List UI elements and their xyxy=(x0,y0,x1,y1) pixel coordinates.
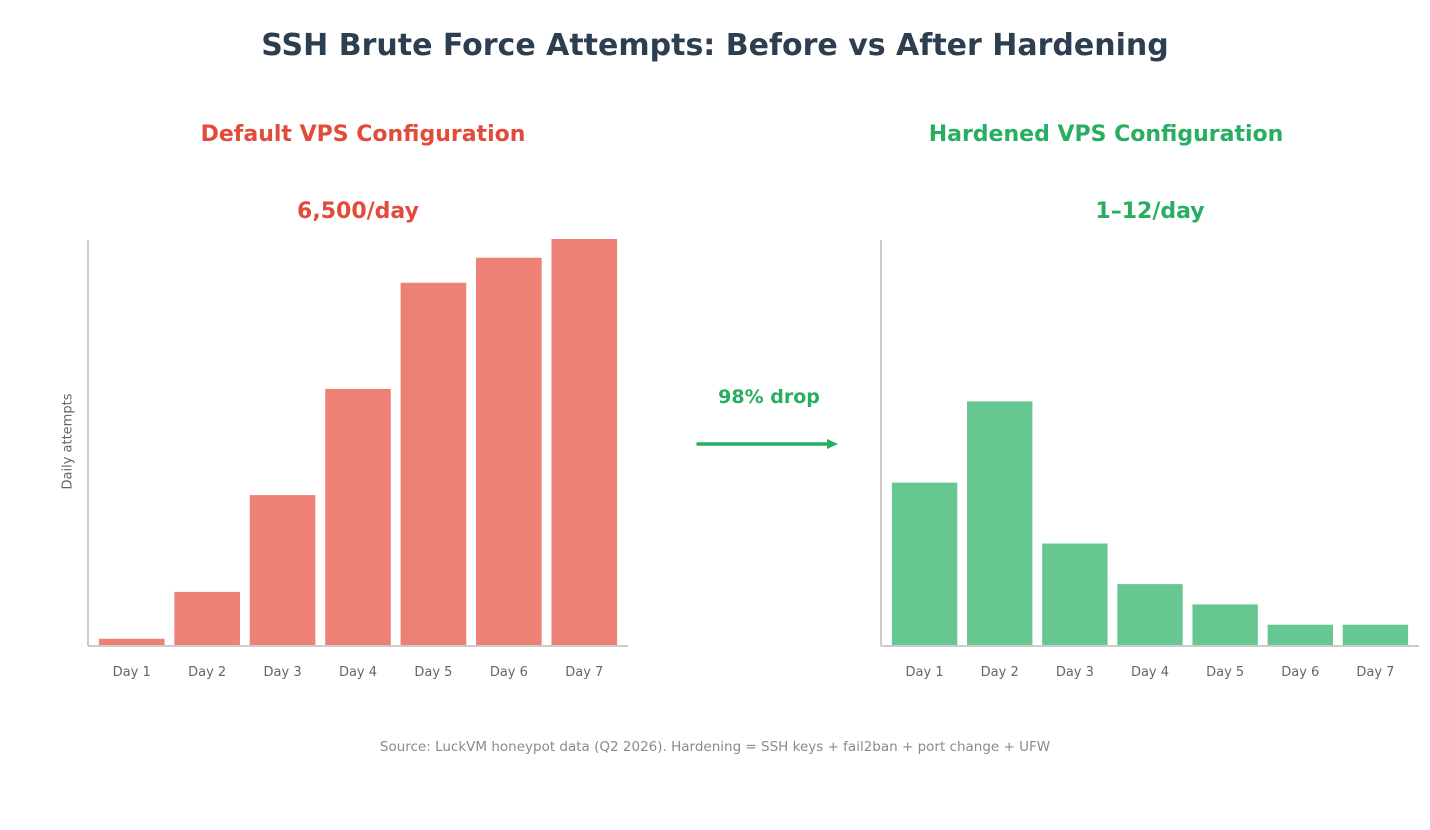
footnote: Source: LuckVM honeypot data (Q2 2026). … xyxy=(379,739,1051,755)
default-x-tick-label: Day 7 xyxy=(565,665,603,680)
arrow-label: 98% drop xyxy=(718,386,820,408)
default-x-tick-label: Day 6 xyxy=(490,665,528,680)
arrow-icon xyxy=(696,439,838,449)
hardened-x-tick-label: Day 4 xyxy=(1131,665,1169,680)
hardened-bar xyxy=(1117,584,1183,645)
hardened-bar xyxy=(1267,624,1333,645)
hardened-panel-subtitle: 1–12/day xyxy=(1095,199,1205,224)
default-bar xyxy=(551,239,618,645)
default-bar-chart: Day 1 Day 2 Day 3 Day 4 Day 5 Day 6 Day 7 xyxy=(87,239,628,680)
hardened-x-tick-label: Day 3 xyxy=(1056,665,1094,680)
default-panel-title: Default VPS Configuration xyxy=(200,122,526,147)
hardened-panel-title: Hardened VPS Configuration xyxy=(928,122,1284,147)
hardened-bar xyxy=(891,482,958,645)
hardened-bar xyxy=(967,401,1033,645)
default-bar xyxy=(476,257,542,645)
hardened-x-tick-label: Day 2 xyxy=(981,665,1019,680)
default-bar xyxy=(325,388,391,645)
default-x-tick-label: Day 3 xyxy=(264,665,302,680)
chart-title: SSH Brute Force Attempts: Before vs Afte… xyxy=(261,28,1169,63)
default-bar xyxy=(249,495,316,645)
hardened-x-tick-label: Day 7 xyxy=(1356,665,1394,680)
default-x-tick-label: Day 4 xyxy=(339,665,377,680)
hardened-bar xyxy=(1042,543,1108,645)
default-bar xyxy=(98,638,165,645)
default-panel-subtitle: 6,500/day xyxy=(297,199,419,224)
hardened-x-tick-label: Day 5 xyxy=(1206,665,1244,680)
default-x-tick-label: Day 2 xyxy=(188,665,226,680)
default-bar xyxy=(174,591,240,645)
hardened-x-tick-label: Day 1 xyxy=(906,665,944,680)
hardened-x-tick-label: Day 6 xyxy=(1281,665,1319,680)
default-x-tick-label: Day 5 xyxy=(414,665,452,680)
default-x-tick-label: Day 1 xyxy=(113,665,151,680)
hardened-bar xyxy=(1192,604,1258,645)
hardened-bar xyxy=(1342,624,1409,645)
hardened-bar-chart: Day 1 Day 2 Day 3 Day 4 Day 5 Day 6 Day 7 xyxy=(880,240,1419,680)
default-bar xyxy=(400,282,467,645)
